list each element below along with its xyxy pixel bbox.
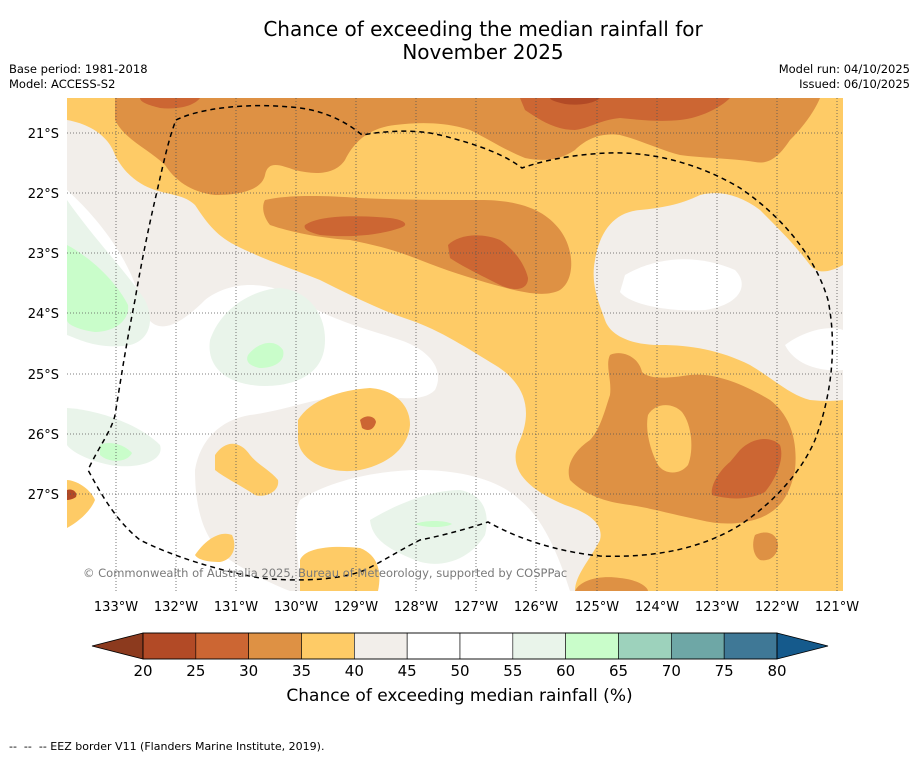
model-run-text: Model run: 04/10/2025	[778, 62, 910, 76]
lat-label: 23°S	[28, 247, 59, 262]
colorbar-cell	[618, 632, 672, 660]
lon-label: 122°W	[755, 600, 799, 615]
colorbar-cell	[565, 632, 619, 660]
colorbar-tick-label: 40	[345, 662, 364, 680]
band-30-35-s	[575, 577, 648, 591]
gridlines	[67, 98, 843, 591]
colorbar-tick-label: 60	[556, 662, 575, 680]
map-field: © Commonwealth of Australia 2025, Bureau…	[67, 98, 843, 591]
band-25-30-mid	[304, 216, 406, 237]
colorbar-tick-label: 50	[450, 662, 469, 680]
band-20-25-north	[550, 98, 600, 105]
band-25-30-north	[140, 98, 200, 109]
colorbar-tick-label: 75	[715, 662, 734, 680]
band-30-35-north	[115, 98, 820, 195]
colorbar-cell	[195, 632, 249, 660]
lat-label: 26°S	[28, 428, 59, 443]
lon-label: 131°W	[214, 600, 258, 615]
band-25-30-ne	[520, 98, 730, 130]
lon-label: 125°W	[575, 600, 619, 615]
lon-label: 128°W	[394, 600, 438, 615]
colorbar-cell	[354, 632, 408, 660]
lon-labels: 133°W 132°W 131°W 130°W 129°W 128°W 127°…	[94, 600, 859, 615]
band-35-40-sw	[215, 443, 279, 496]
copyright-text: © Commonwealth of Australia 2025, Bureau…	[83, 566, 567, 580]
colorbar-label: Chance of exceeding median rainfall (%)	[286, 686, 633, 706]
colorbar-cell	[671, 632, 725, 660]
band-25-30-east	[711, 438, 782, 499]
meta-right: Model run: 04/10/2025 Issued: 06/10/2025	[779, 62, 910, 92]
band-45-55-west	[67, 190, 439, 591]
base-period-text: Base period: 1981-2018	[9, 62, 148, 76]
lat-label: 27°S	[28, 488, 59, 503]
lon-label: 133°W	[94, 600, 138, 615]
band-55-60-b	[209, 288, 325, 386]
lat-label: 25°S	[28, 368, 59, 383]
colorbar-frame	[142, 632, 778, 660]
band-60-65-d	[415, 521, 452, 527]
meta-left: Base period: 1981-2018 Model: ACCESS-S2	[9, 62, 148, 92]
model-text: Model: ACCESS-S2	[9, 77, 116, 91]
band-30-35-se-small	[753, 532, 778, 561]
map-title-line-2: November 2025	[402, 40, 564, 64]
band-45-55-east-1	[620, 259, 742, 311]
colorbar-tick-label: 20	[133, 662, 152, 680]
colorbar-ticks: 20 25 30 35 40 45 50 55 60 65 70 75 80	[133, 662, 786, 680]
colorbar-cell	[301, 632, 355, 660]
eez-border	[87, 104, 834, 581]
band-35-40-s1	[195, 533, 235, 562]
colorbar-tick-label: 80	[767, 662, 786, 680]
map-title: Chance of exceeding the median rainfall …	[0, 18, 919, 64]
colorbar-tick-label: 25	[186, 662, 205, 680]
band-35-40-hole	[647, 405, 692, 473]
lon-label: 132°W	[154, 600, 198, 615]
colorbar-tick-label: 30	[239, 662, 258, 680]
colorbar-cell	[406, 632, 461, 660]
band-25-30-dot	[360, 416, 376, 430]
map-title-line-1: Chance of exceeding the median rainfall …	[263, 17, 703, 41]
colorbar-cell	[248, 632, 302, 660]
colorbar-high-arrow	[776, 632, 829, 660]
colorbar-cell	[723, 632, 778, 660]
band-35-40-mid	[298, 388, 410, 472]
colorbar-tick-label: 55	[503, 662, 522, 680]
band-25-30-west-dot	[67, 489, 77, 500]
band-45-55-east-2	[785, 328, 843, 371]
issued-text: Issued: 06/10/2025	[799, 77, 910, 91]
colorbar-cell	[512, 632, 566, 660]
colorbar-tick-label: 65	[609, 662, 628, 680]
lat-labels: 21°S 22°S 23°S 24°S 25°S 26°S 27°S	[28, 127, 59, 503]
colorbar-tick-label: 45	[398, 662, 417, 680]
lat-label: 22°S	[28, 187, 59, 202]
band-60-65-c	[100, 442, 132, 461]
lat-label: 24°S	[28, 307, 59, 322]
lon-label: 126°W	[514, 600, 558, 615]
colorbar-cell	[459, 632, 514, 660]
band-55-60-d	[370, 490, 487, 564]
lon-label: 129°W	[334, 600, 378, 615]
footer-legend: -- -- -- EEZ border V11 (Flanders Marine…	[9, 740, 325, 753]
band-55-60-c	[67, 408, 161, 467]
band-35-40-s2	[300, 546, 380, 591]
colorbar-tick-label: 70	[662, 662, 681, 680]
lon-label: 124°W	[635, 600, 679, 615]
lon-label: 127°W	[454, 600, 498, 615]
band-60-65-b	[247, 342, 284, 368]
band-25-30-center	[448, 235, 528, 290]
colorbar-cells	[142, 632, 778, 660]
lon-label: 123°W	[695, 600, 739, 615]
lat-label: 21°S	[28, 127, 59, 142]
lon-label: 121°W	[815, 600, 859, 615]
lon-label: 130°W	[274, 600, 318, 615]
colorbar-cell	[142, 632, 197, 660]
colorbar-tick-label: 35	[292, 662, 311, 680]
colorbar-low-arrow	[91, 632, 144, 660]
band-60-65-a	[67, 245, 129, 332]
colorbar: 20 25 30 35 40 45 50 55 60 65 70 75 80	[91, 632, 829, 680]
